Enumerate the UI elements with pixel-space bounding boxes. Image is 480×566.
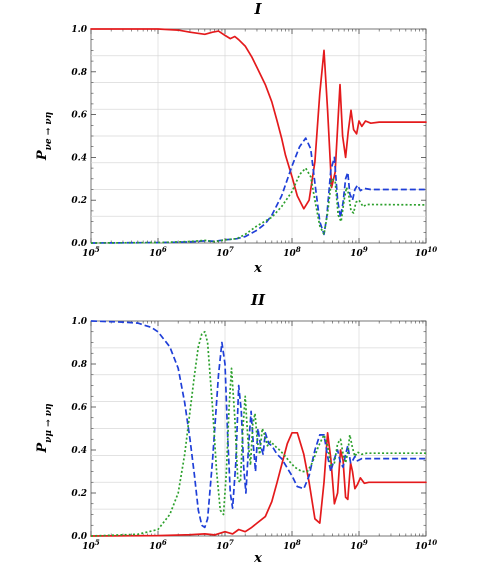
x-tick-label: 109 bbox=[350, 538, 368, 552]
series-line-dashed bbox=[90, 137, 426, 244]
chart-bottom: II 0.0 0.2 0.4 0.6 0.8 1.0 105 106 107 108 109 1010… bbox=[35, 291, 437, 566]
y-tick-label: 0.8 bbox=[71, 68, 87, 78]
x-tick-label: 109 bbox=[350, 245, 368, 259]
x-tick-label: 107 bbox=[216, 538, 234, 552]
y-axis-label-sub: νμ → νη bbox=[44, 403, 54, 443]
series-line-dashed bbox=[90, 320, 426, 529]
x-tick-label: 106 bbox=[149, 245, 167, 259]
y-tick-label: 0.2 bbox=[71, 196, 87, 206]
y-axis-label: Pνe → νη bbox=[35, 111, 54, 161]
x-tick-label: 105 bbox=[82, 538, 100, 552]
x-axis-label: x bbox=[253, 261, 262, 276]
x-tick-label: 106 bbox=[149, 538, 167, 552]
chart-title: I bbox=[253, 0, 262, 18]
y-tick-label: 1.0 bbox=[71, 317, 87, 327]
series-line-solid bbox=[90, 28, 427, 210]
y-tick-label: 0.8 bbox=[71, 360, 87, 370]
svg-text:Pνμ → νη: Pνμ → νη bbox=[35, 403, 54, 454]
y-axis-label-sub: νe → νη bbox=[44, 111, 54, 150]
series-line-solid bbox=[90, 431, 427, 537]
chart-title: II bbox=[250, 291, 266, 309]
y-tick-label: 0.2 bbox=[71, 489, 87, 499]
y-tick-label: 0.6 bbox=[71, 111, 87, 121]
y-tick-label: 1.0 bbox=[71, 25, 87, 35]
svg-text:Pνe → νη: Pνe → νη bbox=[35, 111, 54, 161]
x-tick-label: 105 bbox=[82, 245, 100, 259]
x-tick-label: 107 bbox=[216, 245, 234, 259]
y-tick-label: 0.6 bbox=[71, 403, 87, 413]
x-tick-label: 1010 bbox=[415, 245, 437, 259]
series-line-dotted bbox=[90, 330, 426, 537]
y-axis-label-main: P bbox=[35, 442, 50, 454]
x-tick-label: 108 bbox=[283, 245, 301, 259]
y-tick-label: 0.0 bbox=[71, 239, 87, 249]
series-line-dotted bbox=[90, 167, 427, 244]
y-axis-label-main: P bbox=[35, 149, 50, 161]
y-tick-label: 0.4 bbox=[71, 446, 87, 456]
x-axis-label: x bbox=[253, 551, 262, 566]
y-tick-label: 0.0 bbox=[71, 532, 87, 542]
x-tick-label: 108 bbox=[283, 538, 301, 552]
y-tick-label: 0.4 bbox=[71, 153, 87, 163]
y-axis-label: Pνμ → νη bbox=[35, 403, 54, 454]
x-tick-label: 1010 bbox=[415, 538, 437, 552]
